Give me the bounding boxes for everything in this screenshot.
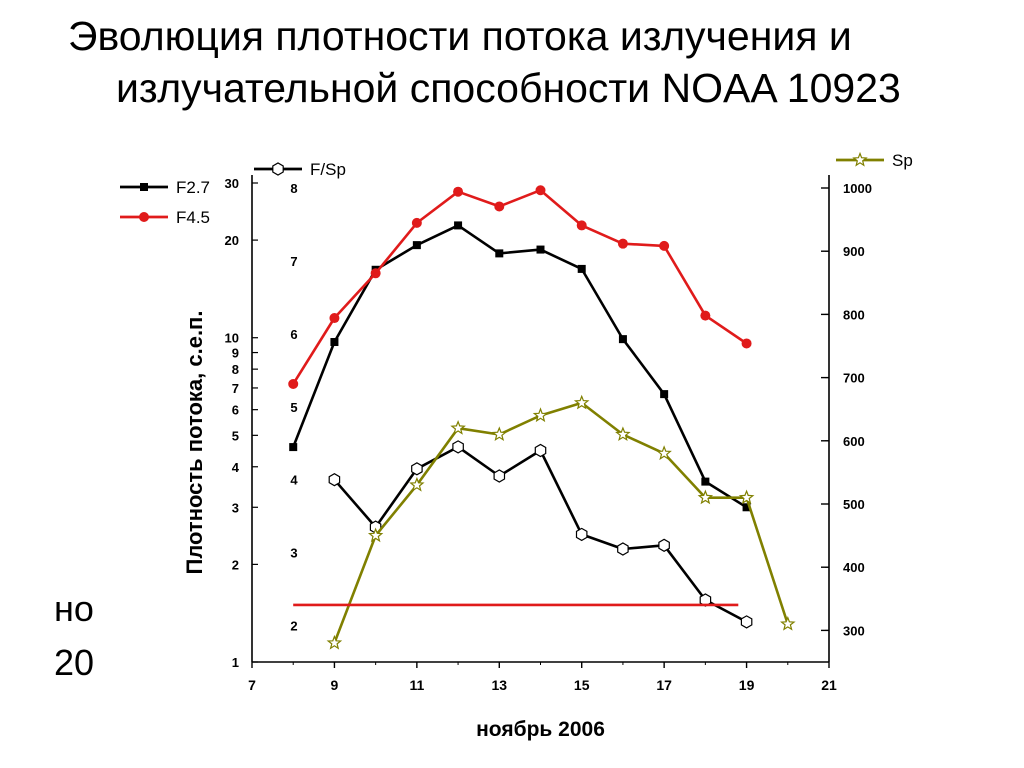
inner-tick-label-3: 3	[290, 546, 297, 561]
point-f4-5-18	[700, 310, 711, 321]
point-sp-18	[697, 489, 714, 505]
point-f-sp-16	[617, 542, 629, 556]
left-tick-label-6: 6	[232, 403, 239, 418]
point-sp-12	[450, 420, 466, 435]
right-tick-label-600: 600	[843, 434, 865, 449]
point-f4-5-8	[288, 378, 299, 389]
left-tick-label-7: 7	[232, 381, 239, 396]
point-f2-7-15	[577, 264, 586, 273]
x-tick-label-21: 21	[821, 677, 837, 693]
point-sp-9	[326, 634, 343, 650]
slide-title: Эволюция плотности потока излучения и из…	[68, 10, 1008, 114]
inner-tick-label-8: 8	[290, 181, 297, 196]
right-tick-label-700: 700	[843, 371, 865, 386]
point-sp-13	[491, 426, 508, 442]
point-sp-17	[656, 445, 672, 461]
left-tick-label-10: 10	[225, 331, 239, 346]
point-f-sp-15	[575, 527, 588, 542]
legend-label-f-sp: F/Sp	[310, 160, 346, 179]
point-sp-20	[780, 615, 796, 631]
point-f4-5-16	[617, 238, 628, 249]
x-tick-label-17: 17	[656, 677, 672, 693]
point-f4-5-17	[659, 240, 670, 251]
point-f4-5-12	[453, 186, 464, 197]
x-tick-label-13: 13	[491, 677, 507, 693]
point-f-sp-9	[328, 473, 341, 487]
inner-tick-label-6: 6	[290, 327, 297, 342]
y-axis-title: Плотность потока, с.е.п.	[182, 311, 207, 575]
legend-label-f4-5: F4.5	[176, 208, 210, 227]
left-tick-label-2: 2	[232, 557, 239, 572]
left-tick-label-8: 8	[232, 362, 239, 377]
point-f4-5-10	[370, 268, 381, 279]
legend-marker-f-sp	[272, 162, 284, 176]
series-line-f2-7	[291, 224, 748, 509]
legend-marker-f4-5	[139, 212, 149, 222]
point-f-sp-11	[411, 462, 423, 476]
point-f2-7-19	[742, 503, 751, 512]
left-tick-label-4: 4	[232, 460, 240, 475]
right-tick-label-900: 900	[843, 244, 865, 259]
point-f2-7-13	[495, 249, 504, 258]
point-f2-7-12	[454, 221, 463, 230]
point-sp-16	[615, 426, 631, 442]
side-text-line2: 20	[54, 642, 95, 683]
x-tick-label-15: 15	[574, 677, 590, 693]
point-f2-7-14	[536, 245, 545, 254]
point-f4-5-11	[411, 217, 422, 228]
left-tick-label-30: 30	[225, 176, 239, 191]
point-sp-10	[367, 527, 384, 543]
side-text-line1: но	[54, 588, 94, 629]
point-f2-7-9	[330, 338, 339, 347]
left-tick-label-20: 20	[225, 233, 239, 248]
point-sp-11	[409, 476, 425, 492]
point-f2-7-8	[289, 443, 298, 452]
point-f2-7-11	[412, 241, 421, 250]
left-tick-label-9: 9	[232, 346, 239, 361]
legend-label-f2-7: F2.7	[176, 178, 210, 197]
x-tick-label-11: 11	[409, 677, 424, 693]
point-f-sp-13	[493, 469, 506, 483]
point-f-sp-17	[658, 538, 670, 552]
inner-tick-label-7: 7	[290, 254, 297, 269]
x-tick-label-7: 7	[248, 677, 256, 693]
right-tick-label-300: 300	[843, 623, 865, 638]
left-tick-label-3: 3	[232, 500, 239, 515]
legend-marker-sp	[852, 151, 868, 167]
series-line-f4-5	[292, 188, 748, 385]
x-tick-label-19: 19	[739, 677, 755, 693]
left-tick-label-1: 1	[232, 655, 239, 670]
point-f2-7-17	[660, 390, 669, 399]
point-sp-14	[532, 407, 549, 423]
slide-title-line1: Эволюция плотности потока излучения и	[68, 13, 852, 59]
point-f2-7-18	[701, 477, 710, 486]
series-line-sp	[333, 401, 790, 644]
right-tick-label-400: 400	[843, 560, 865, 575]
point-f4-5-19	[741, 338, 752, 349]
slide-title-line2: излучательной способности NOAA 10923	[116, 65, 901, 111]
point-f4-5-13	[494, 201, 505, 212]
point-sp-15	[573, 394, 590, 410]
series-line-f-sp	[333, 445, 748, 624]
inner-tick-label-5: 5	[290, 400, 297, 415]
right-tick-label-800: 800	[843, 307, 865, 322]
left-tick-label-5: 5	[232, 428, 239, 443]
point-f-sp-14	[534, 443, 547, 458]
right-tick-label-1000: 1000	[843, 181, 872, 196]
point-f-sp-12	[452, 440, 464, 454]
x-tick-label-9: 9	[331, 677, 339, 693]
inner-tick-label-2: 2	[290, 619, 297, 634]
point-f4-5-14	[535, 185, 546, 196]
legend-marker-f2-7	[140, 183, 148, 191]
point-sp-19	[738, 489, 755, 505]
point-f-sp-19	[740, 615, 753, 629]
legend-label-sp: Sp	[892, 151, 913, 170]
point-f4-5-15	[576, 220, 587, 231]
x-axis-title: ноябрь 2006	[476, 718, 605, 741]
right-tick-label-500: 500	[843, 497, 865, 512]
point-f4-5-9	[329, 313, 340, 324]
inner-tick-label-4: 4	[290, 473, 298, 488]
point-f2-7-16	[618, 335, 627, 344]
